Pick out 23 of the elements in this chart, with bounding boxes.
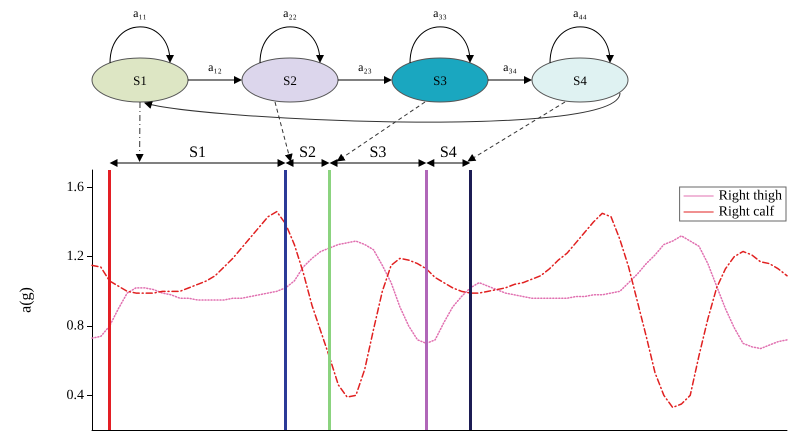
- text: a₄₄: [573, 6, 587, 20]
- y-tick-label: 0.4: [66, 388, 84, 403]
- y-tick-label: 1.2: [66, 249, 84, 264]
- legend-label: Right thigh: [718, 188, 782, 204]
- text: S2: [299, 144, 316, 161]
- text: a₂₂: [283, 6, 297, 20]
- text: S3: [369, 144, 386, 161]
- y-tick-label: 0.8: [66, 318, 84, 334]
- text: S3: [433, 73, 447, 88]
- legend-label: Right calf: [718, 204, 775, 220]
- text: a₁₁: [133, 6, 147, 20]
- text: a₃₃: [433, 6, 447, 20]
- text: a₂₃: [358, 60, 372, 74]
- y-axis-title: a(g): [18, 287, 34, 313]
- y-tick-label: 1.6: [66, 180, 84, 195]
- line-series: [91, 235, 788, 350]
- text: a₁₂: [208, 60, 222, 74]
- text: S1: [189, 144, 206, 161]
- text: S2: [283, 73, 297, 88]
- text: S4: [440, 144, 457, 161]
- text: S1: [133, 73, 147, 88]
- text: S4: [573, 73, 588, 88]
- text: a₃₄: [503, 60, 517, 74]
